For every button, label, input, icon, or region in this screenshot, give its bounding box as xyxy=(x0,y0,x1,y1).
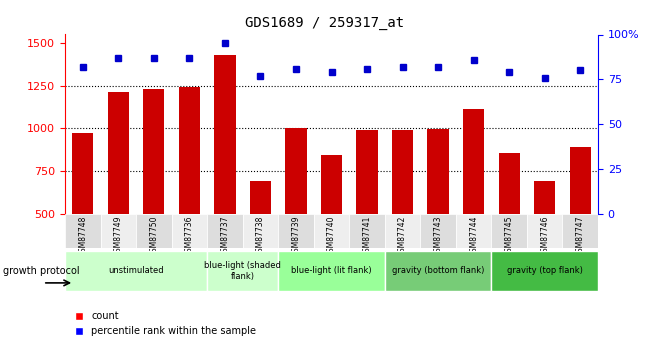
Bar xyxy=(428,129,448,299)
Text: GSM87739: GSM87739 xyxy=(291,216,300,257)
Bar xyxy=(534,180,555,299)
FancyBboxPatch shape xyxy=(207,250,278,291)
FancyBboxPatch shape xyxy=(242,214,278,248)
FancyBboxPatch shape xyxy=(491,214,527,248)
Text: GSM87742: GSM87742 xyxy=(398,216,407,257)
Bar xyxy=(392,130,413,299)
Text: gravity (bottom flank): gravity (bottom flank) xyxy=(392,266,484,275)
FancyBboxPatch shape xyxy=(562,214,598,248)
Bar xyxy=(463,109,484,299)
Text: unstimulated: unstimulated xyxy=(109,266,164,275)
Text: GSM87741: GSM87741 xyxy=(363,216,372,257)
Bar xyxy=(214,55,235,299)
Bar xyxy=(143,89,164,299)
FancyBboxPatch shape xyxy=(278,214,314,248)
Bar xyxy=(569,147,591,299)
Bar xyxy=(499,153,520,299)
FancyBboxPatch shape xyxy=(207,214,242,248)
Text: gravity (top flank): gravity (top flank) xyxy=(507,266,582,275)
FancyBboxPatch shape xyxy=(101,214,136,248)
Text: blue-light (shaded
flank): blue-light (shaded flank) xyxy=(204,261,281,280)
Bar xyxy=(285,128,307,299)
Bar xyxy=(356,130,378,299)
Text: growth protocol: growth protocol xyxy=(3,266,80,276)
Text: GSM87744: GSM87744 xyxy=(469,216,478,257)
FancyBboxPatch shape xyxy=(385,250,491,291)
Bar xyxy=(250,181,271,299)
FancyBboxPatch shape xyxy=(385,214,421,248)
FancyBboxPatch shape xyxy=(456,214,491,248)
FancyBboxPatch shape xyxy=(314,214,349,248)
Text: GSM87750: GSM87750 xyxy=(150,216,159,257)
Bar xyxy=(321,155,342,299)
Text: GSM87746: GSM87746 xyxy=(540,216,549,257)
FancyBboxPatch shape xyxy=(65,250,207,291)
FancyBboxPatch shape xyxy=(527,214,562,248)
FancyBboxPatch shape xyxy=(172,214,207,248)
Text: GSM87747: GSM87747 xyxy=(576,216,585,257)
Text: GSM87737: GSM87737 xyxy=(220,216,229,257)
Text: GSM87738: GSM87738 xyxy=(256,216,265,257)
FancyBboxPatch shape xyxy=(136,214,172,248)
Text: blue-light (lit flank): blue-light (lit flank) xyxy=(291,266,372,275)
FancyBboxPatch shape xyxy=(349,214,385,248)
Text: GSM87736: GSM87736 xyxy=(185,216,194,257)
Text: GSM87740: GSM87740 xyxy=(327,216,336,257)
Text: GSM87745: GSM87745 xyxy=(504,216,514,257)
Text: GSM87743: GSM87743 xyxy=(434,216,443,257)
Text: GSM87748: GSM87748 xyxy=(78,216,87,257)
Bar xyxy=(179,87,200,299)
FancyBboxPatch shape xyxy=(65,214,101,248)
FancyBboxPatch shape xyxy=(421,214,456,248)
Bar xyxy=(72,133,94,299)
Text: GDS1689 / 259317_at: GDS1689 / 259317_at xyxy=(246,16,404,30)
Text: GSM87749: GSM87749 xyxy=(114,216,123,257)
FancyBboxPatch shape xyxy=(491,250,598,291)
Bar xyxy=(108,92,129,299)
Legend: count, percentile rank within the sample: count, percentile rank within the sample xyxy=(70,307,260,340)
FancyBboxPatch shape xyxy=(278,250,385,291)
